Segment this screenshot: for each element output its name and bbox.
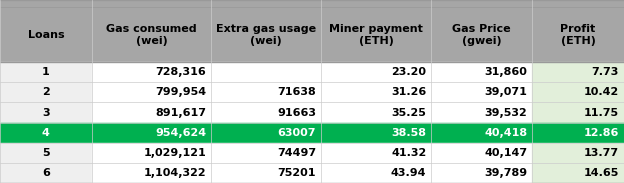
Text: 63007: 63007 <box>278 128 316 138</box>
Text: 41.32: 41.32 <box>391 148 426 158</box>
Bar <box>0 0 624 7</box>
Text: 11.75: 11.75 <box>584 108 619 117</box>
Text: 39,789: 39,789 <box>484 168 527 178</box>
Text: 35.25: 35.25 <box>391 108 426 117</box>
Text: 43.94: 43.94 <box>391 168 426 178</box>
Text: 10.42: 10.42 <box>584 87 619 97</box>
Text: 13.77: 13.77 <box>584 148 619 158</box>
Text: 91663: 91663 <box>277 108 316 117</box>
Text: 14.65: 14.65 <box>583 168 619 178</box>
Text: 728,316: 728,316 <box>155 67 206 77</box>
Text: 31.26: 31.26 <box>391 87 426 97</box>
Text: 74497: 74497 <box>277 148 316 158</box>
Text: 1: 1 <box>42 67 50 77</box>
Text: 954,624: 954,624 <box>155 128 206 138</box>
Text: 12.86: 12.86 <box>583 128 619 138</box>
Text: 38.58: 38.58 <box>391 128 426 138</box>
Text: Gas consumed
(wei): Gas consumed (wei) <box>106 24 197 46</box>
Text: Gas Price
(gwei): Gas Price (gwei) <box>452 24 511 46</box>
Text: 5: 5 <box>42 148 50 158</box>
Text: Extra gas usage
(wei): Extra gas usage (wei) <box>216 24 316 46</box>
Text: 39,071: 39,071 <box>484 87 527 97</box>
Text: 6: 6 <box>42 168 50 178</box>
Text: Profit
(ETH): Profit (ETH) <box>560 24 596 46</box>
Text: 39,532: 39,532 <box>484 108 527 117</box>
Text: 71638: 71638 <box>278 87 316 97</box>
Text: 799,954: 799,954 <box>155 87 206 97</box>
Text: 40,147: 40,147 <box>484 148 527 158</box>
Text: 1,104,322: 1,104,322 <box>144 168 206 178</box>
Text: 891,617: 891,617 <box>155 108 206 117</box>
Text: 2: 2 <box>42 87 50 97</box>
Text: 40,418: 40,418 <box>484 128 527 138</box>
Text: 1,029,121: 1,029,121 <box>144 148 206 158</box>
Text: 7.73: 7.73 <box>592 67 619 77</box>
Text: 3: 3 <box>42 108 50 117</box>
Text: 23.20: 23.20 <box>391 67 426 77</box>
Text: 75201: 75201 <box>278 168 316 178</box>
Text: 31,860: 31,860 <box>484 67 527 77</box>
Text: 4: 4 <box>42 128 50 138</box>
Text: Miner payment
(ETH): Miner payment (ETH) <box>329 24 423 46</box>
Text: Loans: Loans <box>27 30 64 40</box>
